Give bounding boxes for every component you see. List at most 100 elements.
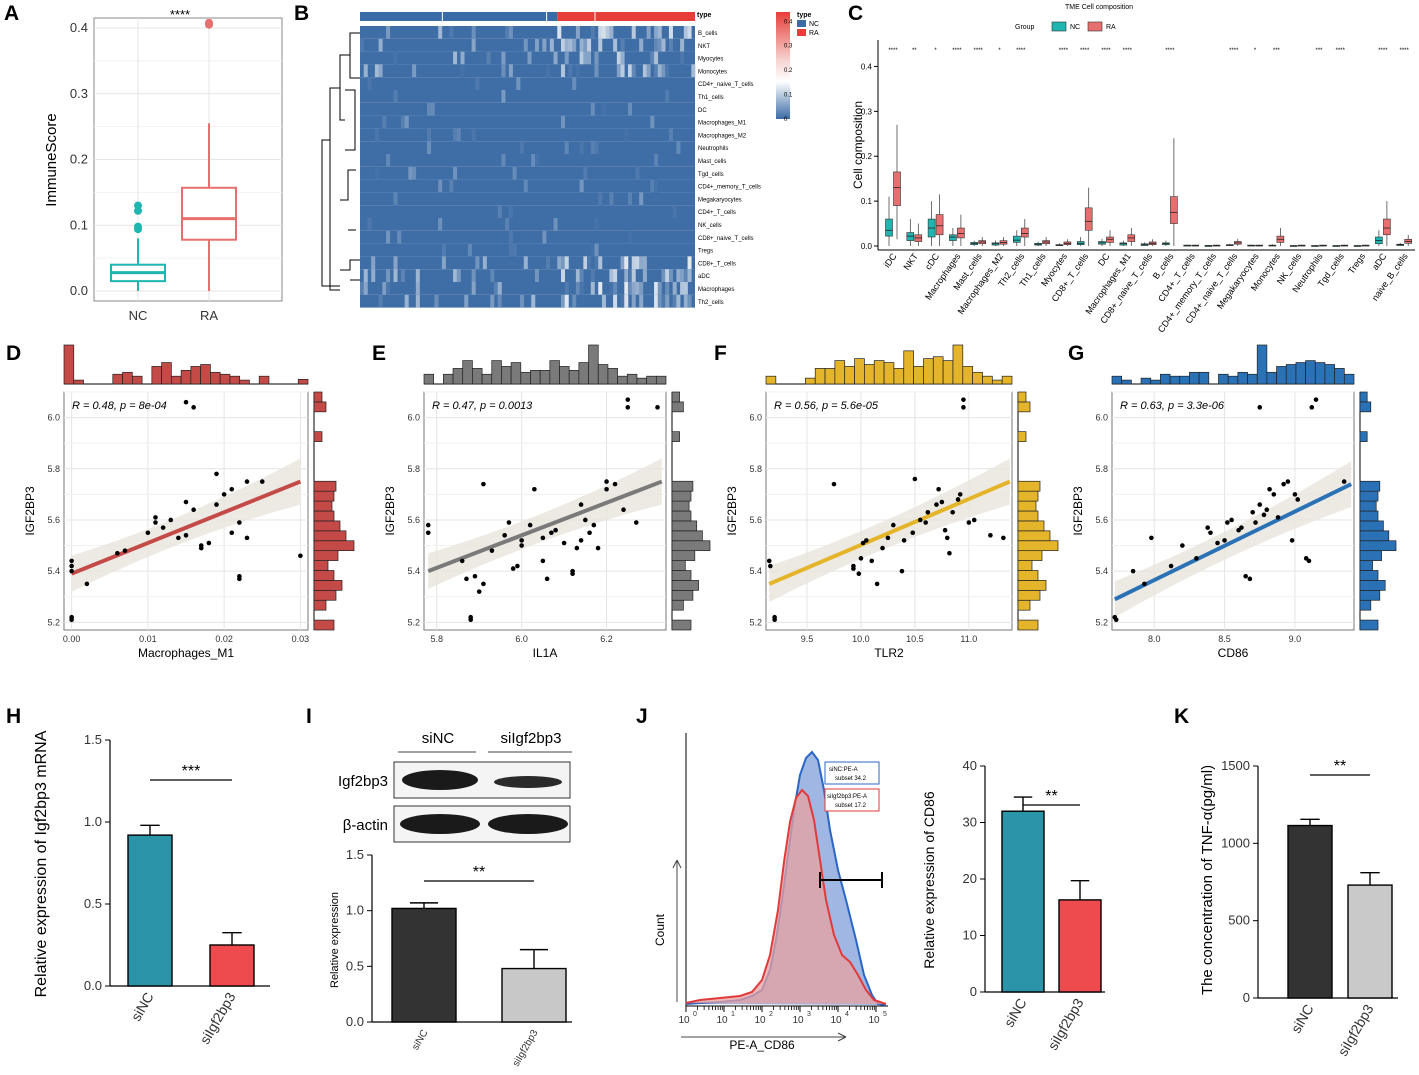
pD-top-hist-bar: [180, 370, 192, 385]
panel-b-cell: [598, 26, 603, 39]
pF-point: [939, 499, 945, 505]
pE-side-hist-bar: [671, 560, 686, 571]
panel-b-cell: [460, 51, 465, 65]
pE-point: [553, 527, 558, 533]
pF-top-hist-bar: [824, 368, 836, 385]
panel-b-cell: [415, 282, 420, 295]
pD-point: [115, 550, 120, 556]
pG-point: [1215, 540, 1220, 546]
panel-j-xtick-base: 10: [830, 1015, 842, 1026]
pG-top-hist-bar: [1169, 375, 1181, 385]
panel-c-sig-label: ****: [974, 48, 984, 54]
panel-b-cell: [516, 77, 521, 90]
panel-b-cell: [564, 51, 569, 65]
panel-b-row-labels: B_cells NKT Myocytes Monocytes CD4+_naive_T_…: [698, 31, 761, 306]
panel-c-ytick: 0.0: [861, 242, 873, 251]
pE-point: [655, 405, 660, 410]
pE-point: [506, 520, 512, 525]
panel-i-bar-chart: 0.0 0.5 1.0 1.5 siNC siIgf2bp3 ** Relative expr…: [329, 847, 572, 1069]
panel-b-row-bg: [360, 141, 695, 154]
panel-b-cell: [598, 282, 603, 295]
pF-top-hist-bar: [923, 358, 934, 385]
panel-b-cell: [553, 51, 558, 65]
pE-side-hist-bar: [671, 391, 680, 403]
pG-point: [1341, 479, 1347, 484]
panel-b-cell: [561, 256, 566, 270]
pG-side-hist-bar: [1359, 560, 1373, 571]
panel-b-row-bg: [360, 115, 695, 129]
panel-b-cell: [668, 26, 673, 39]
panel-b-cell: [598, 38, 603, 52]
pE-top-hist-bar: [539, 370, 551, 385]
panel-b-row-label: CD4+_naive_T_cells: [698, 82, 754, 88]
panel-b-cell: [654, 154, 659, 167]
pE-top-hist-bar: [530, 370, 541, 385]
panel-j-xtick-exp: 0: [693, 1011, 697, 1018]
panel-a-ytick: 0.2: [70, 152, 88, 167]
panel-j-hist-siigf2bp3: [685, 788, 887, 1005]
pF-top-hist-bar: [765, 375, 777, 385]
panel-b-legend-swatch-nc: [797, 20, 806, 27]
pD-top-hist-bar: [200, 364, 211, 385]
pD-side-hist-bar: [313, 570, 335, 581]
pF-top-hist-bar: [962, 366, 973, 385]
panel-b-scale-tick: 0.3: [784, 44, 793, 50]
panel-j-flow: siNC:PE-A subset 34.2 siIgf2bp3:PE-A sub…: [653, 733, 1105, 1053]
panel-b-cell: [572, 77, 577, 90]
panel-b-cell: [579, 51, 584, 65]
panel-b-row-bg: [360, 64, 695, 78]
panel-b-cell: [579, 38, 584, 52]
pG-point: [1285, 479, 1291, 484]
pF-point: [772, 614, 777, 620]
panel-b-cell: [561, 38, 566, 52]
pE-top-hist-bar: [578, 362, 589, 385]
panel-b-cell: [579, 141, 584, 154]
panel-b-cell: [654, 38, 659, 52]
panel-b-cell: [505, 218, 510, 231]
panel-b-cell: [672, 294, 677, 308]
pE-point: [527, 522, 533, 528]
panel-b-cell: [613, 38, 618, 52]
pD-ytick: 6.0: [47, 413, 60, 423]
panel-b-cell: [363, 269, 368, 282]
panel-b-cell: [624, 256, 629, 270]
panel-b-row-label: Macrophages_M2: [698, 133, 747, 139]
panel-c-title: TME Cell composition: [1065, 4, 1133, 11]
panel-b-row-bg: [360, 90, 695, 103]
panel-j-xtick-exp: 4: [845, 1011, 849, 1018]
panel-c-xtick: Tregs: [1346, 251, 1367, 276]
panel-b-cell: [497, 282, 502, 295]
pD-top-hist-bar: [131, 375, 143, 385]
panel-b-cell: [624, 269, 629, 282]
pF-side-hist-bar: [1017, 480, 1041, 492]
panel-b-row-label: CD8+_naive_T_cells: [698, 236, 754, 242]
pG-top-hist-bar: [1324, 364, 1335, 385]
pD-point: [183, 499, 189, 505]
panel-b-cell: [561, 115, 566, 129]
pF-point: [874, 581, 880, 587]
panel-b-cell: [441, 243, 446, 257]
panel-c-legend-ra: RA: [1106, 24, 1116, 31]
panel-b-cell: [668, 38, 673, 52]
pE-top-hist-bar: [452, 368, 464, 385]
panel-c-yticks: 0.0 0.1 0.2 0.3 0.4: [861, 62, 878, 251]
pF-point: [961, 397, 966, 402]
pF-top-hist-bar: [1001, 375, 1013, 385]
pF-point: [880, 545, 885, 551]
panel-b-cell: [646, 26, 651, 39]
panel-k-ylabel: The concentration of TNF-α(pg/ml): [1199, 765, 1216, 995]
panel-b-cell: [583, 51, 588, 65]
panel-b-cell: [575, 269, 580, 282]
panel-b-cell: [654, 26, 659, 39]
panel-b-cell: [620, 294, 625, 308]
panel-j-xtick-base: 10: [754, 1015, 766, 1026]
pF-top-hist-bar: [932, 356, 944, 385]
panel-b-cell: [665, 64, 670, 78]
panel-c-sig-label: *: [934, 48, 937, 54]
panel-c-box: [885, 218, 893, 237]
pG-annotation: R = 0.63, p = 3.3e-06: [1120, 400, 1225, 412]
panel-b-cell: [568, 64, 573, 78]
panel-a-significance: ****: [170, 7, 190, 22]
pG-side-hist-bar: [1359, 520, 1384, 532]
pG-side-hist-bar: [1359, 570, 1379, 581]
